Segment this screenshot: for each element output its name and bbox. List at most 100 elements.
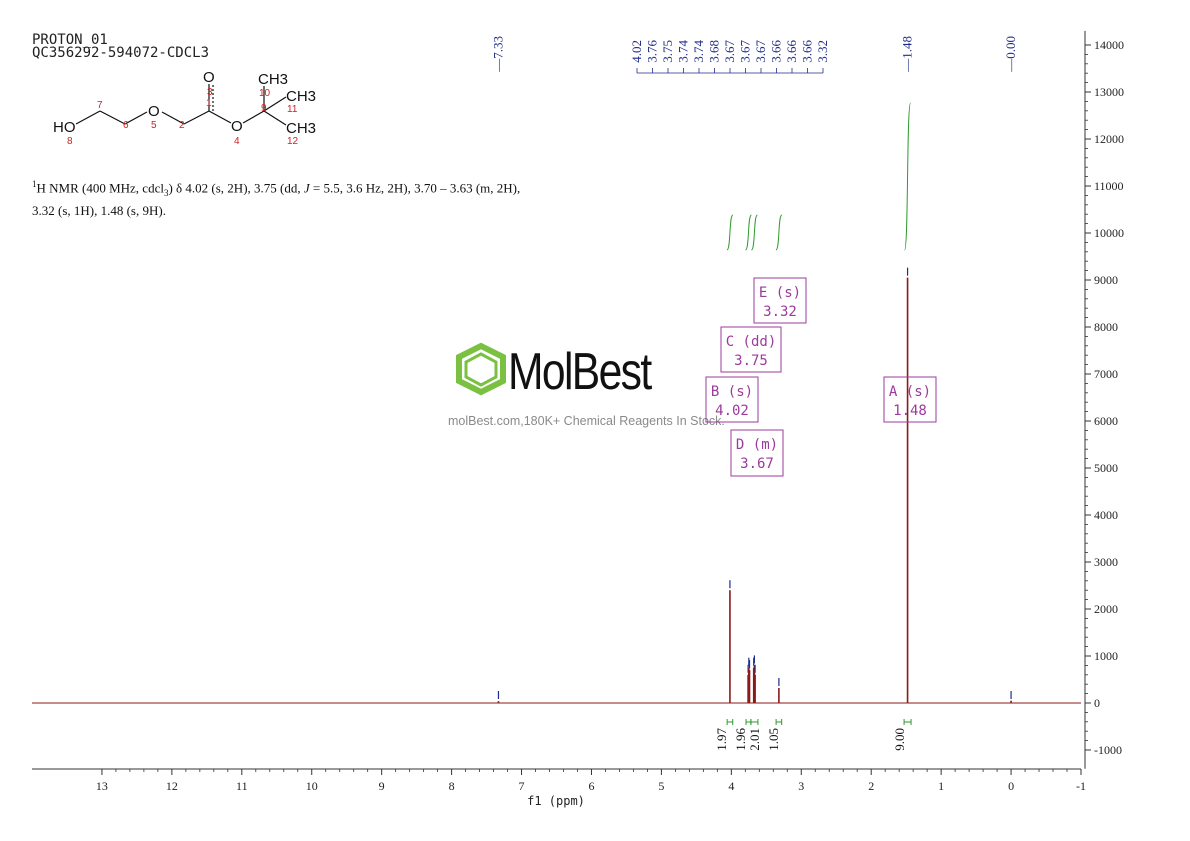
atom-ch3-10: CH3 [258,71,288,88]
x-tick-label: 1 [938,779,944,793]
chart-axes: 13 12 11 10 9 8 7 6 5 4 3 2 1 0 -1f1 (ppm)140001300012… [32,30,1124,808]
peak-label: 3.67 [722,40,737,63]
integrals: 1.97 1.96 2.01 1.05 9.00 [714,102,912,751]
x-tick-label: 4 [728,779,734,793]
peak-label: 3.67 [738,40,753,63]
x-tick-label: 11 [236,779,248,793]
multiplet-shift: 3.32 [763,304,797,320]
integral-value: 1.05 [766,728,781,751]
peak-label: —7.33 [490,36,505,73]
y-tick-label: 7000 [1094,367,1118,381]
atom-number-4: 4 [234,136,240,147]
x-tick-label: 6 [588,779,594,793]
multiplet-label: A (s) [889,384,931,400]
x-tick-label: 10 [306,779,318,793]
integral-curve [775,214,783,251]
atom-o4: O [231,118,243,135]
peak-label: 3.75 [660,40,675,63]
atom-number-8: 8 [67,136,73,147]
peak-label: 3.66 [800,40,815,63]
atom-o5: O [148,103,160,120]
atom-number-11: 11 [287,104,298,115]
x-tick-label: 0 [1008,779,1014,793]
multiplet-shift: 1.48 [893,403,927,419]
peak-label: —0.00 [1003,36,1018,73]
integral-value: 1.96 [733,728,748,751]
multiplet-box [883,376,937,423]
peak-label: 3.66 [784,40,799,63]
atom-number-9: 9 [261,103,267,114]
peak-label: 3.76 [645,40,660,63]
x-axis-label: f1 (ppm) [527,794,585,808]
y-tick-label: 4000 [1094,508,1118,522]
multiplet-label: E (s) [759,285,801,301]
molecule-structure: HO O O O CH3 CH3 CH3 1 2 3 4 5 6 7 8 9 1… [53,69,316,147]
description-sub: 3 [163,187,169,198]
multiplet-label: B (s) [711,384,753,400]
x-tick-label: 5 [658,779,664,793]
integral-curve [904,102,912,251]
y-tick-label: 6000 [1094,414,1118,428]
watermark-logo-icon [456,342,506,396]
x-tick-label: 9 [379,779,385,793]
multiplet-annotations: A (s) 1.48 B (s) 4.02 C (dd) 3.75 D (m) 3.67 E (… [705,277,937,477]
peak-label: 4.02 [629,40,644,63]
integral-value: 9.00 [892,728,907,751]
atom-ch3-11: CH3 [286,88,316,105]
atom-number-10: 10 [259,88,271,99]
integral-value: 2.01 [747,728,762,751]
multiplet-box [753,277,807,324]
integral-curve [726,214,734,251]
x-tick-label: 12 [166,779,178,793]
peak-labels: 4.02 3.76 3.75 3.74 3.74 3.68 3.67 3.67 3.67 3.66… [490,36,1018,74]
atom-number-2: 2 [179,120,185,131]
description-line1: ) δ 4.02 (s, 2H), 3.75 (dd, [168,180,304,196]
integral-value: 1.97 [714,728,729,751]
y-tick-label: 11000 [1094,179,1124,193]
y-tick-label: 13000 [1094,85,1124,99]
atom-number-6: 6 [123,120,129,131]
atom-number-3: 3 [207,87,213,98]
x-tick-label: -1 [1076,779,1086,793]
y-tick-label: 0 [1094,696,1100,710]
atom-ho: HO [53,119,76,136]
nmr-description: 1H NMR (400 MHz, cdcl3) δ 4.02 (s, 2H), … [32,176,632,219]
y-tick-label: 14000 [1094,38,1124,52]
description-j: J [303,180,310,196]
description-line1-end: = 5.5, 3.6 Hz, 2H), 3.70 – 3.63 (m, 2H), [309,180,521,196]
y-tick-label: -1000 [1094,743,1122,757]
watermark-brand: MolBest [508,343,652,401]
atom-number-1: 1 [206,98,212,109]
x-tick-label: 13 [96,779,108,793]
multiplet-box [705,376,759,423]
x-tick-label: 2 [868,779,874,793]
sample-name: QC356292-594072-CDCL3 [32,45,210,61]
multiplet-shift: 4.02 [715,403,749,419]
y-tick-label: 12000 [1094,132,1124,146]
y-tick-label: 2000 [1094,602,1118,616]
y-tick-label: 8000 [1094,320,1118,334]
integral-curve [750,214,758,251]
atom-ch3-12: CH3 [286,120,316,137]
peak-label: —1.48 [900,36,915,73]
watermark-tagline: molBest.com,180K+ Chemical Reagents In S… [448,414,725,428]
x-tick-label: 7 [519,779,525,793]
y-tick-label: 1000 [1094,649,1118,663]
peak-label: 3.74 [676,40,691,63]
y-tick-label: 3000 [1094,555,1118,569]
multiplet-label: C (dd) [726,334,777,350]
multiplet-box [720,326,782,373]
x-tick-label: 8 [449,779,455,793]
peak-label: 3.74 [691,40,706,63]
experiment-name: PROTON_01 [32,32,108,48]
y-tick-label: 10000 [1094,226,1124,240]
atom-number-7: 7 [97,100,103,111]
multiplet-label: D (m) [736,437,778,453]
description-lead: H NMR (400 MHz, cdcl [36,180,164,196]
atom-number-12: 12 [287,136,299,147]
multiplet-shift: 3.75 [734,353,768,369]
y-tick-label: 5000 [1094,461,1118,475]
x-tick-label: 3 [798,779,804,793]
description-sup: 1 [32,179,37,189]
